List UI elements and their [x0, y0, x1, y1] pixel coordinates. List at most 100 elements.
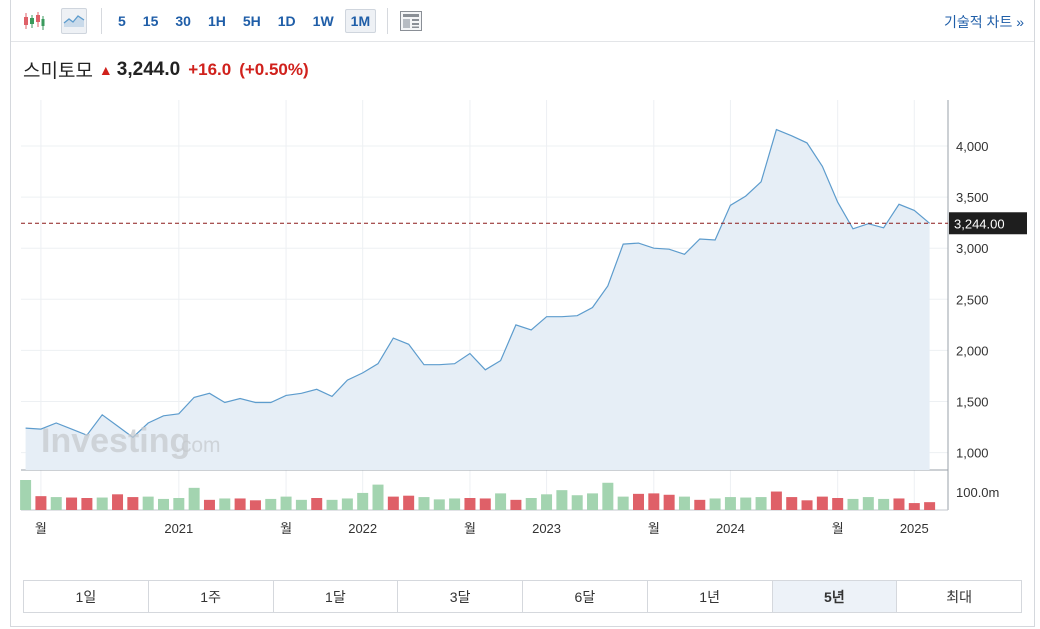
volume-bar	[188, 487, 200, 510]
range-max[interactable]: 최대	[946, 588, 972, 605]
last-price: 3,244.0	[116, 58, 181, 80]
volume-bar	[525, 498, 537, 510]
volume-bar	[847, 498, 859, 510]
y-tick-label: 4,000	[956, 139, 989, 154]
volume-bar	[924, 502, 936, 510]
range-selector: 1일 1주 1달 3달 6달 1년 5년 최대	[23, 580, 1022, 613]
volume-bar	[479, 498, 491, 510]
volume-bar	[602, 482, 614, 510]
up-arrow-icon: ▲	[98, 61, 113, 78]
volume-bar	[280, 496, 292, 510]
chart-widget: 5 15 30 1H 5H 1D 1W 1M 기술적 차트 » 스미토모 ▲ 3…	[10, 0, 1035, 627]
volume-bar	[219, 498, 231, 510]
y-tick-label: 3,000	[956, 241, 989, 256]
x-tick-label: 2021	[164, 521, 193, 536]
toolbar-divider	[387, 7, 389, 34]
price-change: +16.0	[188, 59, 232, 79]
volume-bar	[35, 496, 47, 510]
volume-bar	[801, 500, 813, 510]
timeframe-15[interactable]: 15	[142, 12, 159, 29]
investing-watermark-suffix: .com	[175, 434, 221, 457]
volume-bar	[556, 490, 568, 510]
volume-bar	[541, 494, 553, 510]
timeframe-1d[interactable]: 1D	[277, 12, 296, 29]
volume-bar	[648, 493, 660, 510]
volume-bar	[357, 492, 369, 510]
y-tick-label: 2,500	[956, 292, 989, 307]
volume-bar	[20, 480, 32, 510]
x-tick-label: 2023	[532, 521, 561, 536]
volume-bar	[709, 498, 721, 510]
instrument-name: 스미토모	[23, 61, 93, 82]
candlestick-icon[interactable]	[21, 8, 47, 34]
volume-bar	[724, 497, 736, 510]
volume-bar	[862, 497, 874, 510]
volume-bar	[510, 499, 522, 510]
timeframe-1w[interactable]: 1W	[312, 12, 334, 29]
y-tick-label: 2,000	[956, 343, 989, 358]
volume-bar	[157, 498, 169, 510]
timeframe-1m[interactable]: 1M	[344, 8, 377, 33]
volume-bar	[295, 499, 307, 510]
last-price-badge	[949, 212, 1027, 235]
volume-bar	[449, 498, 461, 510]
volume-bar	[203, 499, 215, 510]
volume-bar	[587, 493, 599, 510]
price-area-fill	[25, 129, 930, 470]
volume-bar	[341, 498, 353, 510]
volume-bar	[464, 498, 476, 510]
volume-bar	[786, 497, 798, 510]
timeframe-5[interactable]: 5	[118, 12, 126, 29]
volume-bar	[893, 498, 905, 510]
volume-bar	[694, 499, 706, 510]
y-tick-label: 1,000	[956, 446, 989, 461]
range-1-day[interactable]: 1일	[24, 581, 149, 612]
x-tick-label: 2024	[716, 521, 745, 536]
toolbar-divider	[101, 7, 102, 34]
volume-bar	[617, 496, 629, 510]
x-tick-label: 2022	[348, 521, 377, 536]
range-1-year[interactable]: 1년	[648, 581, 773, 612]
timeframe-5h[interactable]: 5H	[242, 12, 261, 29]
price-line	[25, 128, 930, 439]
last-price-label: 3,244.00	[954, 216, 1005, 231]
volume-bar	[433, 499, 445, 510]
quote-header: 스미토모 ▲ 3,244.0 +16.0 (+0.50%)	[23, 56, 309, 83]
volume-bar	[740, 497, 752, 510]
volume-bar	[66, 497, 78, 510]
timeframe-30[interactable]: 30	[175, 12, 191, 29]
technical-chart-link[interactable]: 기술적 차트 »	[944, 14, 1024, 30]
volume-label: 100.0m	[956, 485, 999, 500]
chart-area	[25, 128, 930, 470]
volume-bar	[495, 493, 507, 510]
chart-toolbar: 5 15 30 1H 5H 1D 1W 1M 기술적 차트 »	[11, 0, 1034, 42]
volume-bar	[173, 498, 185, 510]
range-3-month[interactable]: 3달	[398, 581, 523, 612]
price-change-percent: (+0.50%)	[239, 59, 309, 79]
price-chart[interactable]: Investing .com 4,000 3,500 3,000 2,500 2,000…	[11, 0, 1036, 580]
chart-marks: 4,000 3,500 3,000 2,500 2,000 1,500 1,000 월 2021…	[20, 139, 1027, 536]
layout-icon[interactable]	[398, 8, 424, 34]
x-tick-label: 월	[35, 521, 47, 536]
area-chart-icon[interactable]	[61, 7, 87, 34]
investing-watermark: Investing	[41, 422, 190, 460]
volume-bar	[326, 499, 338, 510]
volume-bar	[571, 495, 583, 510]
volume-bar	[372, 484, 384, 510]
y-tick-label: 3,500	[956, 190, 989, 205]
volume-bar	[832, 498, 844, 510]
range-5-year[interactable]: 5년	[772, 581, 898, 612]
y-tick-label: 1,500	[956, 395, 989, 410]
x-tick-label: 월	[464, 521, 476, 536]
volume-bar	[878, 498, 890, 510]
volume-bar	[418, 497, 430, 510]
volume-bar	[403, 495, 415, 510]
range-1-month[interactable]: 1달	[274, 581, 399, 612]
range-6-month[interactable]: 6달	[523, 581, 648, 612]
range-1-week[interactable]: 1주	[149, 581, 274, 612]
volume-bar	[112, 494, 124, 510]
x-tick-label: 2025	[900, 521, 929, 536]
volume-bar	[387, 496, 399, 510]
x-tick-label: 월	[648, 521, 660, 536]
timeframe-1h[interactable]: 1H	[207, 12, 226, 29]
